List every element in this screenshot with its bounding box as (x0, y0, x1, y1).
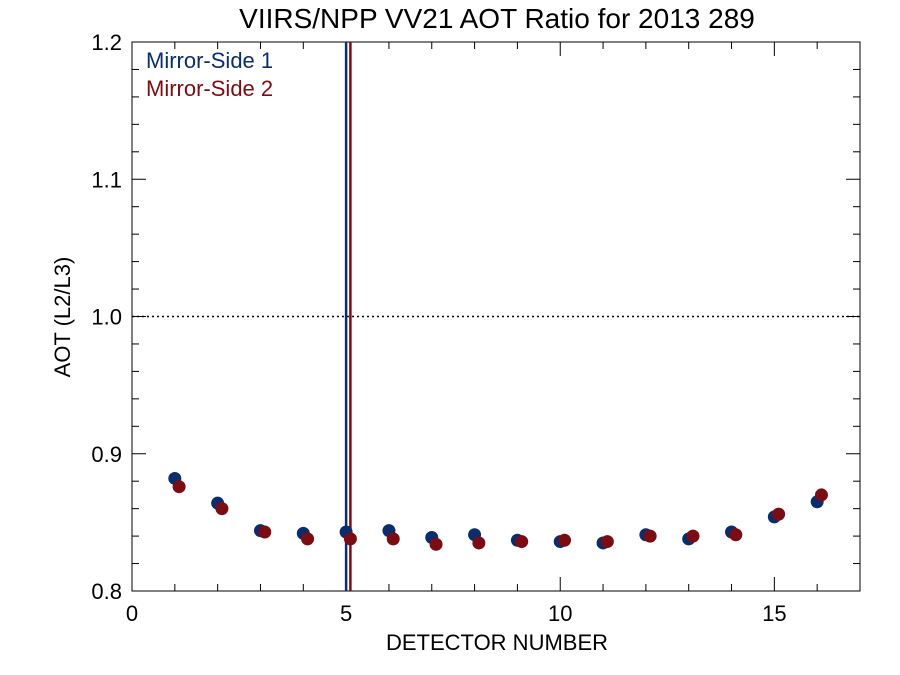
x-axis-label: DETECTOR NUMBER (386, 630, 608, 655)
plot-frame (131, 41, 861, 592)
data-point-series-2 (515, 535, 529, 549)
y-tick-label: 1.2 (91, 30, 122, 55)
legend: Mirror-Side 1 Mirror-Side 2 (146, 48, 273, 101)
y-axis-label: AOT (L2/L3) (50, 257, 75, 378)
data-point-series-2 (558, 533, 572, 547)
data-point-series-2 (343, 532, 357, 546)
x-tick-label: 10 (548, 601, 572, 626)
data-point-series-2 (643, 529, 657, 543)
data-point-series-2 (258, 525, 272, 539)
data-point-series-2 (600, 535, 614, 549)
y-tick-label: 0.9 (91, 442, 122, 467)
y-tick-label: 1.1 (91, 167, 122, 192)
legend-entry-series-2: Mirror-Side 2 (146, 76, 273, 101)
data-point-series-2 (386, 532, 400, 546)
data-point-series-2 (429, 537, 443, 551)
data-point-series-2 (215, 502, 229, 516)
data-point-series-2 (301, 532, 315, 546)
y-tick-label: 0.8 (91, 579, 122, 604)
data-point-series-2 (472, 536, 486, 550)
x-tick-label: 15 (762, 601, 786, 626)
plot-area: 0 5 10 15 0.8 0.9 1.0 1.1 1.2 (91, 30, 861, 626)
x-tick-label: 5 (340, 601, 352, 626)
chart-title: VIIRS/NPP VV21 AOT Ratio for 2013 289 (239, 3, 755, 34)
y-tick-label: 1.0 (91, 305, 122, 330)
data-point-series-2 (729, 528, 743, 542)
data-point-series-2 (172, 480, 186, 494)
data-point-series-2 (686, 529, 700, 543)
x-tick-label: 0 (126, 601, 138, 626)
data-point-series-2 (814, 488, 828, 502)
data-point-series-2 (772, 507, 786, 521)
legend-entry-series-1: Mirror-Side 1 (146, 48, 273, 73)
